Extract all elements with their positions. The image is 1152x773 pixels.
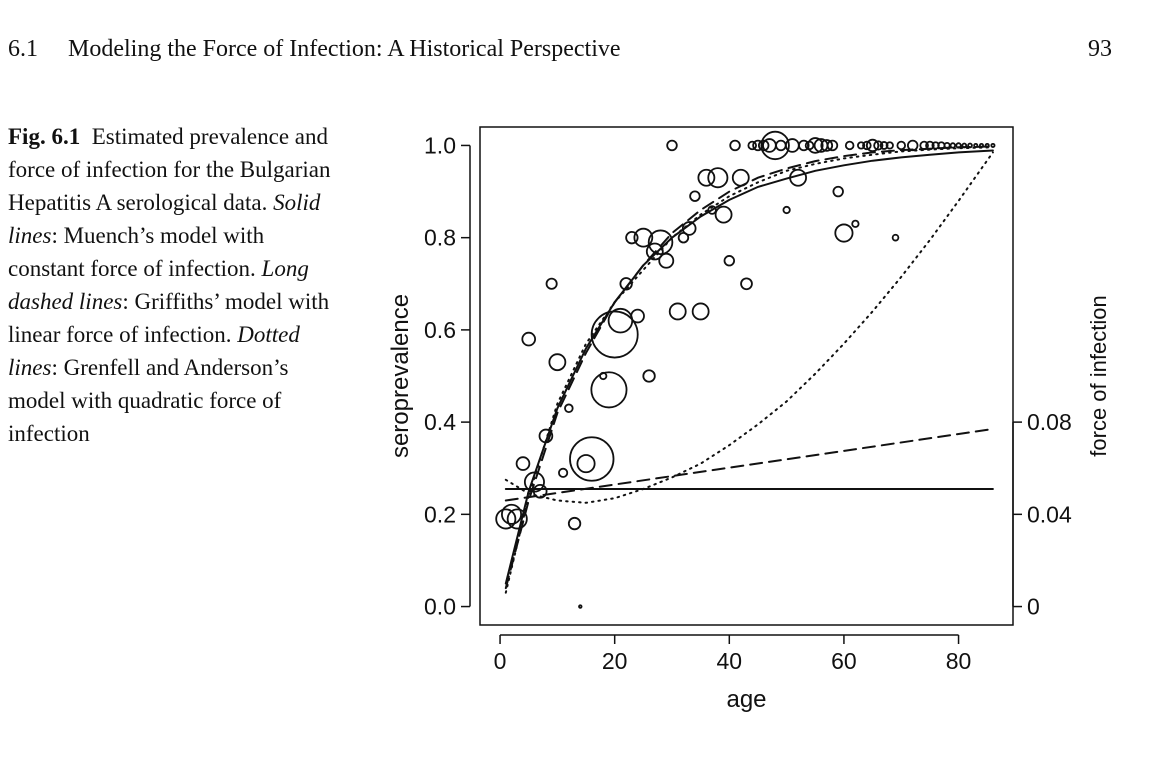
y-tick-label: 0.4 <box>424 409 456 435</box>
figure-label: Fig. 6.1 <box>8 124 81 149</box>
data-point <box>857 141 866 150</box>
x-tick-label: 0 <box>494 648 507 674</box>
x-tick-label: 80 <box>946 648 972 674</box>
data-point <box>785 138 800 153</box>
data-point <box>851 219 860 228</box>
caption-text-1: Estimated prevalence and force of infect… <box>8 124 331 215</box>
solid-prevalence-line <box>504 149 994 585</box>
caption-emph-dotted: Dotted lines <box>8 322 300 380</box>
data-point <box>820 139 834 152</box>
data-point <box>990 142 996 148</box>
y-tick-label: 1.0 <box>424 132 456 158</box>
x-tick-label: 60 <box>831 648 857 674</box>
y-tick-label: 0.8 <box>424 225 456 251</box>
data-point <box>645 242 664 261</box>
data-point <box>532 483 548 499</box>
data-point <box>885 141 894 150</box>
data-point <box>501 503 523 525</box>
data-point <box>707 167 729 189</box>
lines-layer <box>504 145 994 594</box>
data-point <box>576 454 596 474</box>
data-point <box>578 604 583 609</box>
data-point <box>697 168 716 187</box>
section-number: 6.1 <box>8 36 38 62</box>
dashed-force-line <box>504 428 994 502</box>
data-point <box>647 229 674 256</box>
data-point <box>873 140 884 151</box>
data-point <box>681 221 697 236</box>
x-tick-label: 20 <box>602 648 628 674</box>
data-point <box>807 137 824 154</box>
data-point <box>973 142 979 148</box>
data-point <box>804 140 815 151</box>
data-point <box>949 142 956 149</box>
data-point <box>633 227 654 248</box>
data-point <box>832 185 844 198</box>
data-point <box>569 436 615 482</box>
data-point <box>564 403 574 414</box>
caption-text-3: : Griffiths’ model with linear force of … <box>8 289 330 347</box>
data-point <box>691 302 710 321</box>
data-point <box>630 308 645 324</box>
data-point <box>879 141 889 150</box>
data-point <box>521 331 537 347</box>
data-point <box>747 140 757 151</box>
figure-caption: Fig. 6.1 Estimated prevalence and force … <box>8 120 338 450</box>
data-point <box>506 508 528 530</box>
caption-text-2: : Muench’s model with constant force of … <box>8 223 265 281</box>
data-point <box>658 252 675 269</box>
section-title: Modeling the Force of Infection: A Histo… <box>68 36 621 62</box>
data-point <box>865 138 880 153</box>
data-point <box>567 516 582 531</box>
points-layer <box>495 130 996 609</box>
data-point <box>740 277 753 291</box>
data-point <box>862 140 872 151</box>
data-point <box>844 140 855 151</box>
y-right-tick-label: 0.04 <box>1027 501 1072 527</box>
page-number: 93 <box>1088 36 1112 62</box>
data-point <box>558 467 569 478</box>
data-point <box>896 140 906 151</box>
dashed-prevalence-line <box>504 145 994 590</box>
caption-text-4: : Grenfell and Anderson’s model with qua… <box>8 355 289 446</box>
data-point <box>723 255 736 267</box>
data-point <box>775 139 787 152</box>
y-right-tick-label: 0 <box>1027 594 1040 620</box>
data-point <box>642 369 656 383</box>
y-right-axis-label: force of infection <box>1086 295 1111 456</box>
page-header: 6.1 Modeling the Force of Infection: A H… <box>8 36 1112 70</box>
axes-layer: 0 20 40 60 80 age 0.0 0.2 0.4 0.6 0.8 1.0 seropreval… <box>387 126 1111 713</box>
data-point <box>762 138 777 153</box>
x-axis-label: age <box>726 686 766 713</box>
data-point <box>495 508 517 530</box>
data-point <box>668 302 687 321</box>
data-point <box>689 190 701 202</box>
data-point <box>782 205 791 215</box>
data-point <box>548 353 567 372</box>
data-point <box>714 205 733 224</box>
data-point <box>515 456 531 471</box>
data-point <box>891 233 900 242</box>
caption-emph-dashed: Long dashed lines <box>8 256 309 314</box>
data-point <box>826 139 839 152</box>
data-point <box>760 130 790 161</box>
dotted-force-line <box>504 151 994 504</box>
x-tick-label: 40 <box>717 648 743 674</box>
y-right-tick-label: 0.08 <box>1027 409 1072 435</box>
data-point <box>625 231 639 245</box>
data-point <box>729 139 741 152</box>
data-point <box>590 371 628 409</box>
plot-frame <box>479 126 1014 626</box>
data-point <box>666 139 678 152</box>
caption-emph-solid: Solid lines <box>8 190 321 248</box>
y-tick-label: 0.0 <box>424 594 456 620</box>
y-tick-label: 0.6 <box>424 317 456 343</box>
seroprevalence-chart: 0 20 40 60 80 age 0.0 0.2 0.4 0.6 0.8 1.0 seropreval… <box>387 126 1111 713</box>
data-point <box>834 223 854 243</box>
y-axis-label: seroprevalence <box>387 294 414 458</box>
y-tick-label: 0.2 <box>424 501 456 527</box>
data-point <box>545 277 558 290</box>
data-point <box>757 139 770 152</box>
